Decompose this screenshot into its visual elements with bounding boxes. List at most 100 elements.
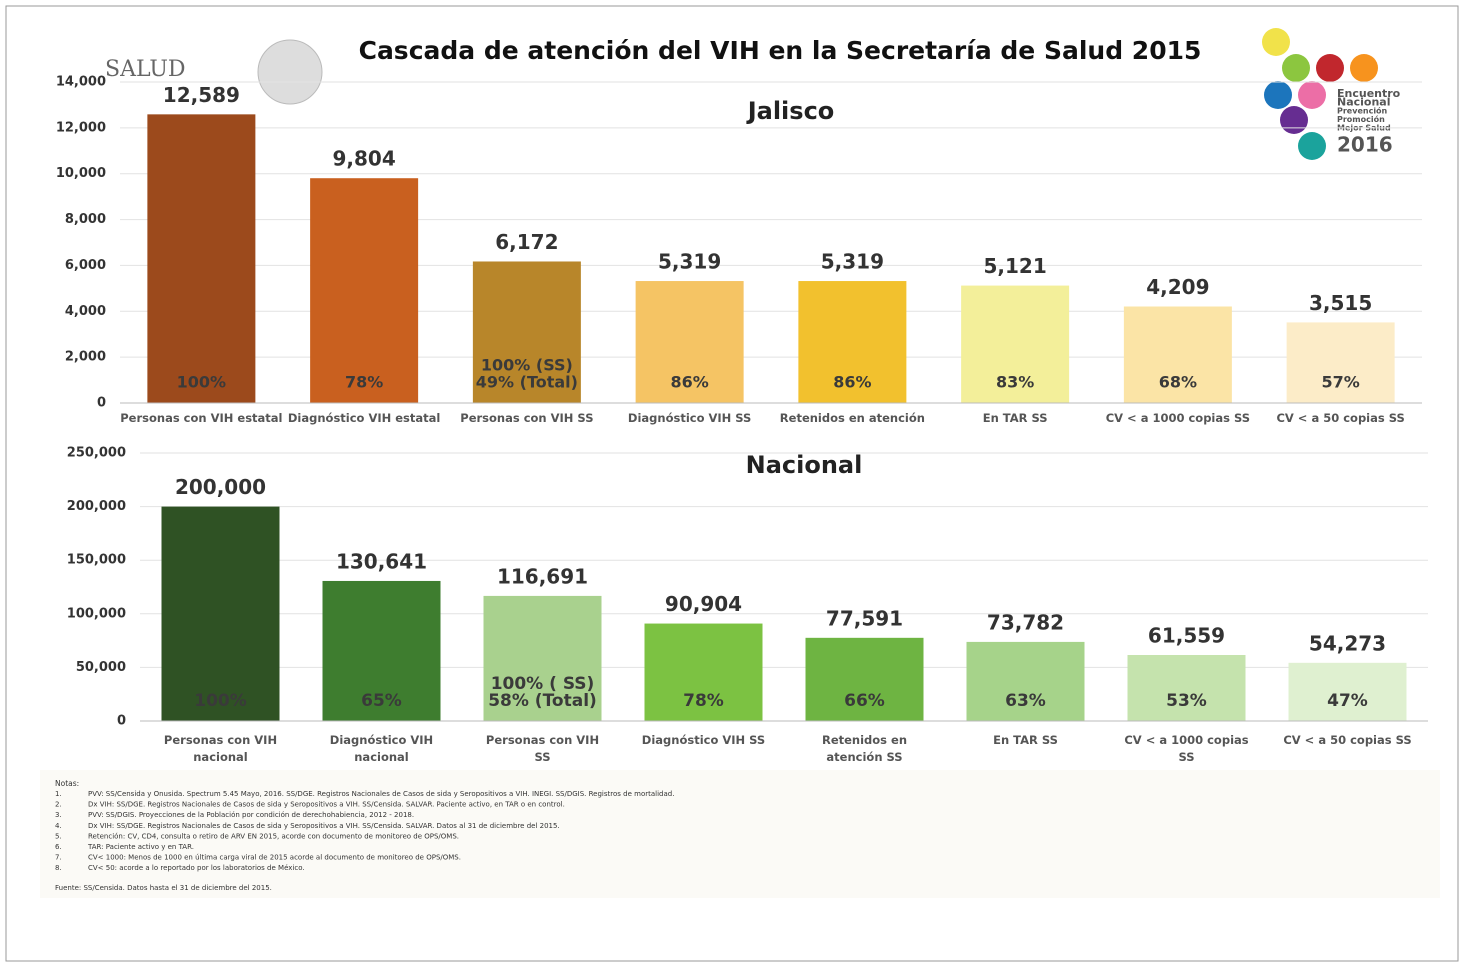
note-number: 2.	[55, 801, 62, 809]
note-number: 1.	[55, 790, 62, 798]
notes-heading: Notas:	[55, 779, 79, 788]
value-label: 9,804	[332, 147, 395, 171]
note-text: Retención: CV, CD4, consulta o retiro de…	[88, 832, 459, 840]
note-number: 3.	[55, 811, 62, 819]
event-logo-text: 2016	[1337, 133, 1393, 157]
x-tick-label: CV < a 50 copias SS	[1267, 732, 1428, 749]
bar	[310, 178, 418, 403]
percent-label: 86%	[670, 373, 708, 392]
percent-label: 57%	[1321, 373, 1359, 392]
x-tick-label: Retenidos en atención SS	[784, 732, 945, 766]
x-tick-label-box: En TAR SS	[934, 410, 1097, 430]
x-tick-label: Diagnóstico VIH estatal	[283, 410, 446, 427]
percent-label: 100%	[177, 373, 226, 392]
bar	[1128, 655, 1246, 721]
x-tick-label-box: Personas con VIH SS	[462, 732, 623, 772]
x-tick-label-box: Personas con VIH SS	[446, 410, 609, 430]
x-tick-label-box: Personas con VIH nacional	[140, 732, 301, 772]
value-label: 4,209	[1146, 275, 1209, 299]
y-tick-label: 8,000	[65, 212, 106, 227]
note-number: 4.	[55, 822, 62, 830]
x-tick-label-box: Retenidos en atención SS	[784, 732, 945, 772]
percent-label: 65%	[361, 691, 402, 711]
salud-logo: SALUD	[105, 57, 186, 82]
x-tick-label: Diagnóstico VIH SS	[608, 410, 771, 427]
value-label: 12,589	[163, 83, 240, 107]
y-tick-label: 4,000	[65, 304, 106, 319]
y-tick-label: 50,000	[76, 660, 126, 675]
note-number: 7.	[55, 854, 62, 862]
value-label: 61,559	[1148, 624, 1225, 648]
y-tick-label: 200,000	[67, 499, 126, 514]
note-text: CV< 50: acorde a lo reportado por los la…	[88, 864, 305, 872]
event-logo-text: Prevención	[1337, 106, 1388, 116]
value-label: 90,904	[665, 592, 742, 616]
chart-title: Jalisco	[746, 97, 835, 125]
x-tick-label-box: CV < a 1000 copias SS	[1106, 732, 1267, 772]
y-tick-label: 12,000	[56, 120, 106, 135]
note-text: CV< 1000: Menos de 1000 en última carga …	[88, 854, 461, 862]
value-label: 3,515	[1309, 291, 1372, 315]
value-label: 77,591	[826, 606, 903, 630]
note-text: PVV: SS/Censida y Onusida. Spectrum 5.45…	[88, 790, 674, 798]
chart-title: Nacional	[746, 451, 863, 479]
x-tick-label-box: CV < a 50 copias SS	[1267, 732, 1428, 772]
x-tick-label-box: Personas con VIH estatal	[120, 410, 283, 430]
percent-label: 86%	[833, 373, 871, 392]
page: Cascada de atención del VIH en la Secret…	[0, 0, 1465, 963]
value-label: 5,319	[821, 250, 884, 274]
x-tick-label: CV < a 1000 copias SS	[1097, 410, 1260, 427]
x-tick-label-box: Diagnóstico VIH SS	[608, 410, 771, 430]
x-tick-label-box: Diagnóstico VIH SS	[623, 732, 784, 772]
percent-label: 68%	[1159, 373, 1197, 392]
percent-label: 47%	[1327, 691, 1368, 711]
notes-source: Fuente: SS/Censida. Datos hasta el 31 de…	[55, 884, 272, 892]
note-text: PVV: SS/DGIS. Proyecciones de la Poblaci…	[88, 811, 414, 819]
x-tick-label-box: En TAR SS	[945, 732, 1106, 772]
x-tick-label: Diagnóstico VIH nacional	[301, 732, 462, 766]
x-tick-label: CV < a 50 copias SS	[1259, 410, 1422, 427]
x-tick-label: Retenidos en atención SS	[771, 410, 934, 430]
value-label: 116,691	[497, 564, 588, 588]
percent-label: 63%	[1005, 691, 1046, 711]
y-tick-label: 6,000	[65, 258, 106, 273]
value-label: 73,782	[987, 610, 1064, 634]
note-number: 8.	[55, 864, 62, 872]
x-tick-label: En TAR SS	[945, 732, 1106, 749]
y-tick-label: 2,000	[65, 350, 106, 365]
percent-label: 78%	[345, 373, 383, 392]
note-text: Dx VIH: SS/DGE. Registros Nacionales de …	[88, 801, 565, 809]
value-label: 5,319	[658, 250, 721, 274]
percent-label: 58% (Total)	[488, 691, 597, 711]
x-tick-label: En TAR SS	[934, 410, 1097, 427]
x-tick-label-box: CV < a 50 copias SS	[1259, 410, 1422, 430]
x-tick-label-box: Retenidos en atención SS	[771, 410, 934, 430]
percent-label: 83%	[996, 373, 1034, 392]
bar	[147, 114, 255, 403]
percent-label: 66%	[844, 691, 885, 711]
y-tick-label: 0	[97, 396, 106, 411]
seal	[258, 40, 322, 104]
x-tick-label: Personas con VIH SS	[462, 732, 623, 766]
page-title: Cascada de atención del VIH en la Secret…	[359, 36, 1202, 65]
value-label: 5,121	[983, 254, 1046, 278]
note-text: Dx VIH: SS/DGE. Registros Nacionales de …	[88, 822, 560, 830]
note-text: TAR: Paciente activo y en TAR.	[87, 843, 194, 851]
y-tick-label: 14,000	[56, 75, 106, 90]
x-tick-label-box: CV < a 1000 copias SS	[1097, 410, 1260, 430]
note-number: 6.	[55, 843, 62, 851]
percent-label: 78%	[683, 691, 724, 711]
note-number: 5.	[55, 832, 62, 840]
x-tick-label: Personas con VIH estatal	[120, 410, 283, 427]
x-tick-label: Personas con VIH nacional	[140, 732, 301, 766]
value-label: 6,172	[495, 230, 558, 254]
value-label: 54,273	[1309, 631, 1386, 655]
percent-label: 53%	[1166, 691, 1207, 711]
x-tick-label: CV < a 1000 copias SS	[1106, 732, 1267, 766]
y-tick-label: 10,000	[56, 166, 106, 181]
y-tick-label: 250,000	[67, 446, 126, 461]
x-tick-label-box: Diagnóstico VIH nacional	[301, 732, 462, 772]
y-tick-label: 0	[117, 714, 126, 729]
x-tick-label: Personas con VIH SS	[446, 410, 609, 427]
x-tick-label: Diagnóstico VIH SS	[623, 732, 784, 749]
